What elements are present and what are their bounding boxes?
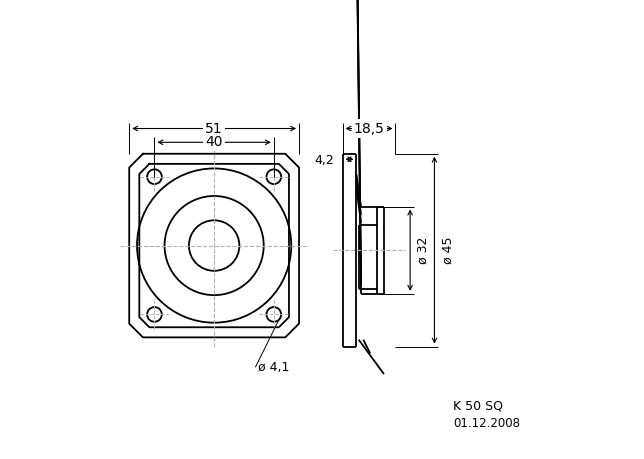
Text: ø 4,1: ø 4,1 <box>258 361 289 374</box>
Text: 4,2: 4,2 <box>315 154 334 167</box>
Text: ø 32: ø 32 <box>417 236 430 264</box>
Text: ø 45: ø 45 <box>441 236 454 264</box>
Text: 51: 51 <box>205 122 223 135</box>
Text: K 50 SQ: K 50 SQ <box>453 400 503 413</box>
Text: 40: 40 <box>205 135 223 149</box>
Text: 18,5: 18,5 <box>354 122 384 135</box>
Text: 01.12.2008: 01.12.2008 <box>453 417 520 430</box>
